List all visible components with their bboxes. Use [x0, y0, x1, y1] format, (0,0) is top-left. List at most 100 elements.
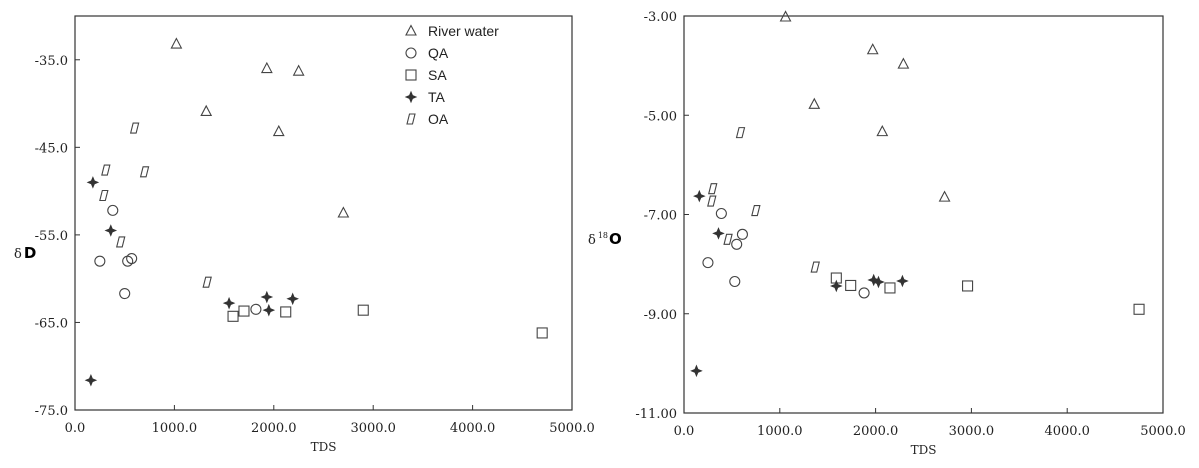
point-river-water [260, 61, 273, 74]
point-river-water [272, 124, 285, 137]
point-oa [723, 233, 733, 245]
plot-frame [74, 15, 573, 411]
point-ta [260, 290, 274, 304]
point-ta [872, 275, 885, 289]
legend-label-qa: QA [428, 45, 449, 61]
point-ta [262, 303, 276, 317]
legend: River water QA SA TA OA [404, 23, 499, 127]
point-oa [751, 204, 761, 217]
point-sa [845, 279, 857, 292]
point-qa [715, 207, 727, 220]
point-sa [238, 305, 250, 317]
point-qa [731, 238, 743, 250]
y-tick-label: -65.0 [35, 316, 68, 331]
point-river-water [292, 64, 305, 76]
series-qa [94, 204, 262, 315]
point-sa [280, 306, 292, 318]
legend-marker-river-water [405, 24, 417, 36]
point-river-water [170, 37, 183, 49]
y-tick-label: -45.0 [35, 141, 68, 156]
x-tick-label: 4000.0 [450, 421, 496, 436]
point-qa [858, 287, 870, 299]
y-axis-title-delta: δ [588, 233, 596, 248]
x-tick-label: 3000.0 [949, 424, 995, 439]
point-sa [536, 327, 548, 339]
x-tick-label: 5000.0 [549, 421, 595, 436]
x-tick-label: 1000.0 [152, 421, 198, 436]
point-river-water [876, 124, 889, 137]
point-oa [707, 195, 717, 207]
y-tick-label: -11.00 [635, 407, 677, 422]
legend-label-river-water: River water [428, 23, 499, 39]
series-river-water [779, 10, 951, 202]
y-tick-label: -7.00 [644, 209, 677, 224]
point-sa [357, 304, 369, 316]
point-qa [729, 275, 741, 288]
x-axis-title: TDS [311, 440, 337, 454]
series-sa [830, 272, 1145, 315]
y-axis-title-main: D [24, 244, 36, 262]
point-ta [84, 373, 98, 387]
point-oa [101, 164, 111, 176]
x-tick-label: 0.0 [65, 421, 86, 436]
x-tick-label: 2000.0 [853, 424, 899, 439]
point-river-water [808, 97, 821, 109]
point-oa [139, 166, 150, 178]
legend-label-ta: TA [428, 89, 446, 105]
point-ta [896, 274, 909, 288]
x-tick-label: 1000.0 [757, 424, 803, 439]
x-axis-title: TDS [911, 443, 937, 457]
series-river-water [170, 37, 350, 218]
point-oa [99, 189, 109, 202]
chart-dd-vs-tds: 0.0 1000.0 2000.0 3000.0 4000.0 5000.0 -35.0 -4… [14, 15, 595, 454]
legend-marker-ta [404, 90, 418, 104]
point-oa [708, 183, 718, 195]
legend-marker-sa [405, 69, 417, 81]
plot-frame [683, 15, 1164, 414]
x-tick-label: 5000.0 [1140, 424, 1186, 439]
y-tick-label: -55.0 [35, 229, 68, 244]
point-oa [116, 236, 126, 248]
point-qa [107, 204, 119, 216]
point-ta [690, 364, 703, 378]
x-tick-label: 0.0 [674, 424, 695, 439]
point-river-water [337, 206, 350, 218]
point-sa [884, 282, 896, 294]
point-river-water [897, 57, 910, 69]
series-ta [84, 176, 299, 387]
point-qa [119, 288, 131, 300]
point-ta [693, 189, 706, 203]
point-ta [712, 227, 725, 240]
y-axis-title: δ 18O [588, 230, 622, 248]
y-tick-label: -9.00 [644, 308, 677, 323]
point-ta [104, 224, 118, 237]
point-qa [94, 255, 106, 267]
point-ta [86, 176, 100, 189]
y-axis-title-delta: δ [14, 247, 22, 262]
legend-label-oa: OA [428, 111, 449, 127]
point-sa [227, 310, 239, 322]
series-qa [702, 207, 870, 299]
point-river-water [938, 190, 951, 202]
legend-marker-oa [406, 113, 416, 125]
y-tick-label: -75.0 [35, 404, 68, 419]
point-oa [810, 261, 820, 273]
point-qa [250, 303, 262, 315]
point-sa [962, 280, 974, 292]
y-axis-title-superscript: 18 [598, 231, 608, 240]
point-oa [129, 122, 140, 134]
x-tick-label: 4000.0 [1044, 424, 1090, 439]
x-tick-label: 2000.0 [251, 421, 297, 436]
y-tick-label: -35.0 [35, 54, 68, 69]
point-qa [702, 257, 714, 269]
point-qa [126, 252, 138, 265]
point-ta [286, 292, 299, 306]
series-oa [707, 127, 820, 273]
x-tick-label: 3000.0 [350, 421, 396, 436]
point-qa [736, 228, 748, 240]
series-sa [227, 304, 548, 339]
y-axis-title-main: O [609, 230, 622, 248]
series-ta [690, 189, 909, 378]
